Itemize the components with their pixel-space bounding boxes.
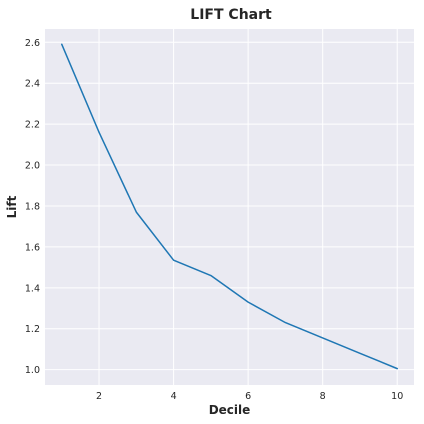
x-axis-label: Decile [209, 403, 251, 417]
plot-area [45, 29, 414, 385]
x-ticks: 2 4 6 8 10 [96, 391, 403, 402]
x-tick-label: 6 [245, 391, 251, 402]
y-tick-label: 1.8 [25, 201, 40, 212]
y-tick-label: 2.6 [25, 38, 40, 49]
x-tick-label: 10 [391, 391, 403, 402]
y-ticks: 1.0 1.2 1.4 1.6 1.8 2.0 2.2 2.4 2.6 [25, 38, 40, 376]
chart-title: LIFT Chart [190, 7, 272, 23]
y-tick-label: 2.2 [25, 120, 40, 131]
y-tick-label: 1.4 [25, 283, 40, 294]
x-tick-label: 8 [320, 391, 326, 402]
y-axis-label: Lift [5, 195, 19, 218]
x-tick-label: 4 [171, 391, 177, 402]
series-layer [61, 43, 398, 370]
y-tick-label: 1.2 [25, 324, 40, 335]
grid [45, 29, 414, 385]
y-tick-label: 2.4 [25, 79, 40, 90]
y-tick-label: 1.6 [25, 242, 40, 253]
x-tick-label: 2 [96, 391, 102, 402]
y-tick-label: 2.0 [25, 161, 40, 172]
series-line-lift [61, 43, 398, 370]
y-tick-label: 1.0 [25, 365, 40, 376]
